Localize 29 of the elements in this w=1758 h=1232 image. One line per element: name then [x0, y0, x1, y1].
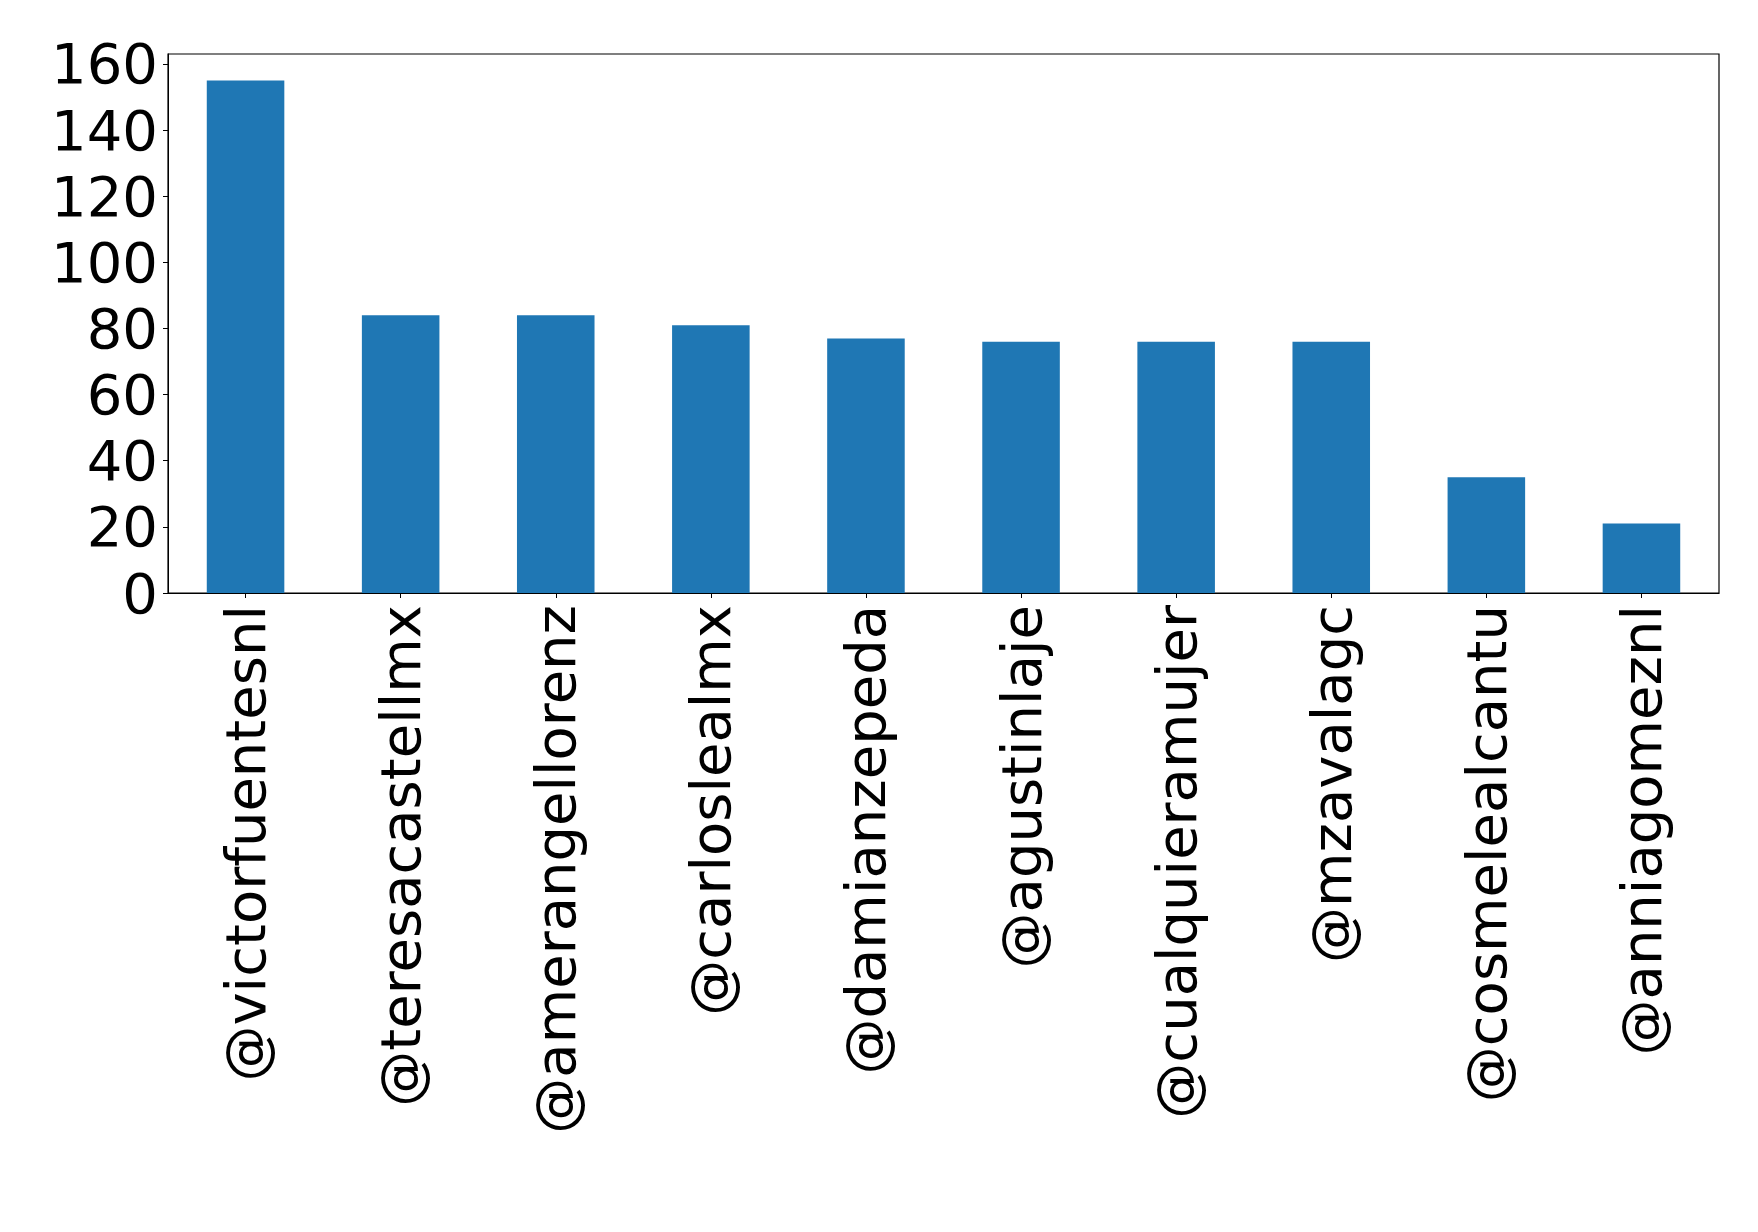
- x-tick-label: @anniagomeznl: [1608, 605, 1674, 1056]
- bar: [672, 325, 750, 593]
- x-tick-label: @cualquieramujer: [1143, 604, 1209, 1119]
- x-tick-label: @agustinlaje: [988, 605, 1054, 969]
- y-tick-label: 60: [86, 362, 158, 428]
- x-tick-label: @damianzepeda: [833, 605, 899, 1075]
- y-tick-label: 0: [122, 560, 158, 626]
- y-tick-label: 80: [86, 295, 158, 361]
- bar: [1137, 341, 1215, 593]
- y-tick-label: 40: [86, 428, 158, 494]
- y-tick-label: 160: [51, 31, 158, 97]
- bar: [1447, 477, 1526, 593]
- x-tick-label: @carloslealmx: [678, 605, 744, 1016]
- bar: [361, 315, 440, 593]
- x-tick-label: @mzavalagc: [1298, 605, 1364, 963]
- bar: [516, 315, 595, 593]
- bar: [1292, 341, 1371, 593]
- x-tick-label: @victorfuentesnl: [213, 605, 279, 1082]
- y-tick-label: 120: [51, 163, 158, 229]
- y-tick-label: 100: [51, 229, 158, 295]
- bar: [1602, 523, 1681, 593]
- x-tick-label: @amerangellorenz: [523, 605, 589, 1134]
- bar: [982, 341, 1060, 593]
- x-tick-label: @cosmelealcantu: [1453, 605, 1519, 1103]
- bar: [827, 338, 905, 593]
- y-tick-label: 140: [51, 97, 158, 163]
- y-tick-label: 20: [86, 494, 158, 560]
- bar: [206, 80, 285, 593]
- x-tick-label: @teresacastellmx: [368, 605, 434, 1107]
